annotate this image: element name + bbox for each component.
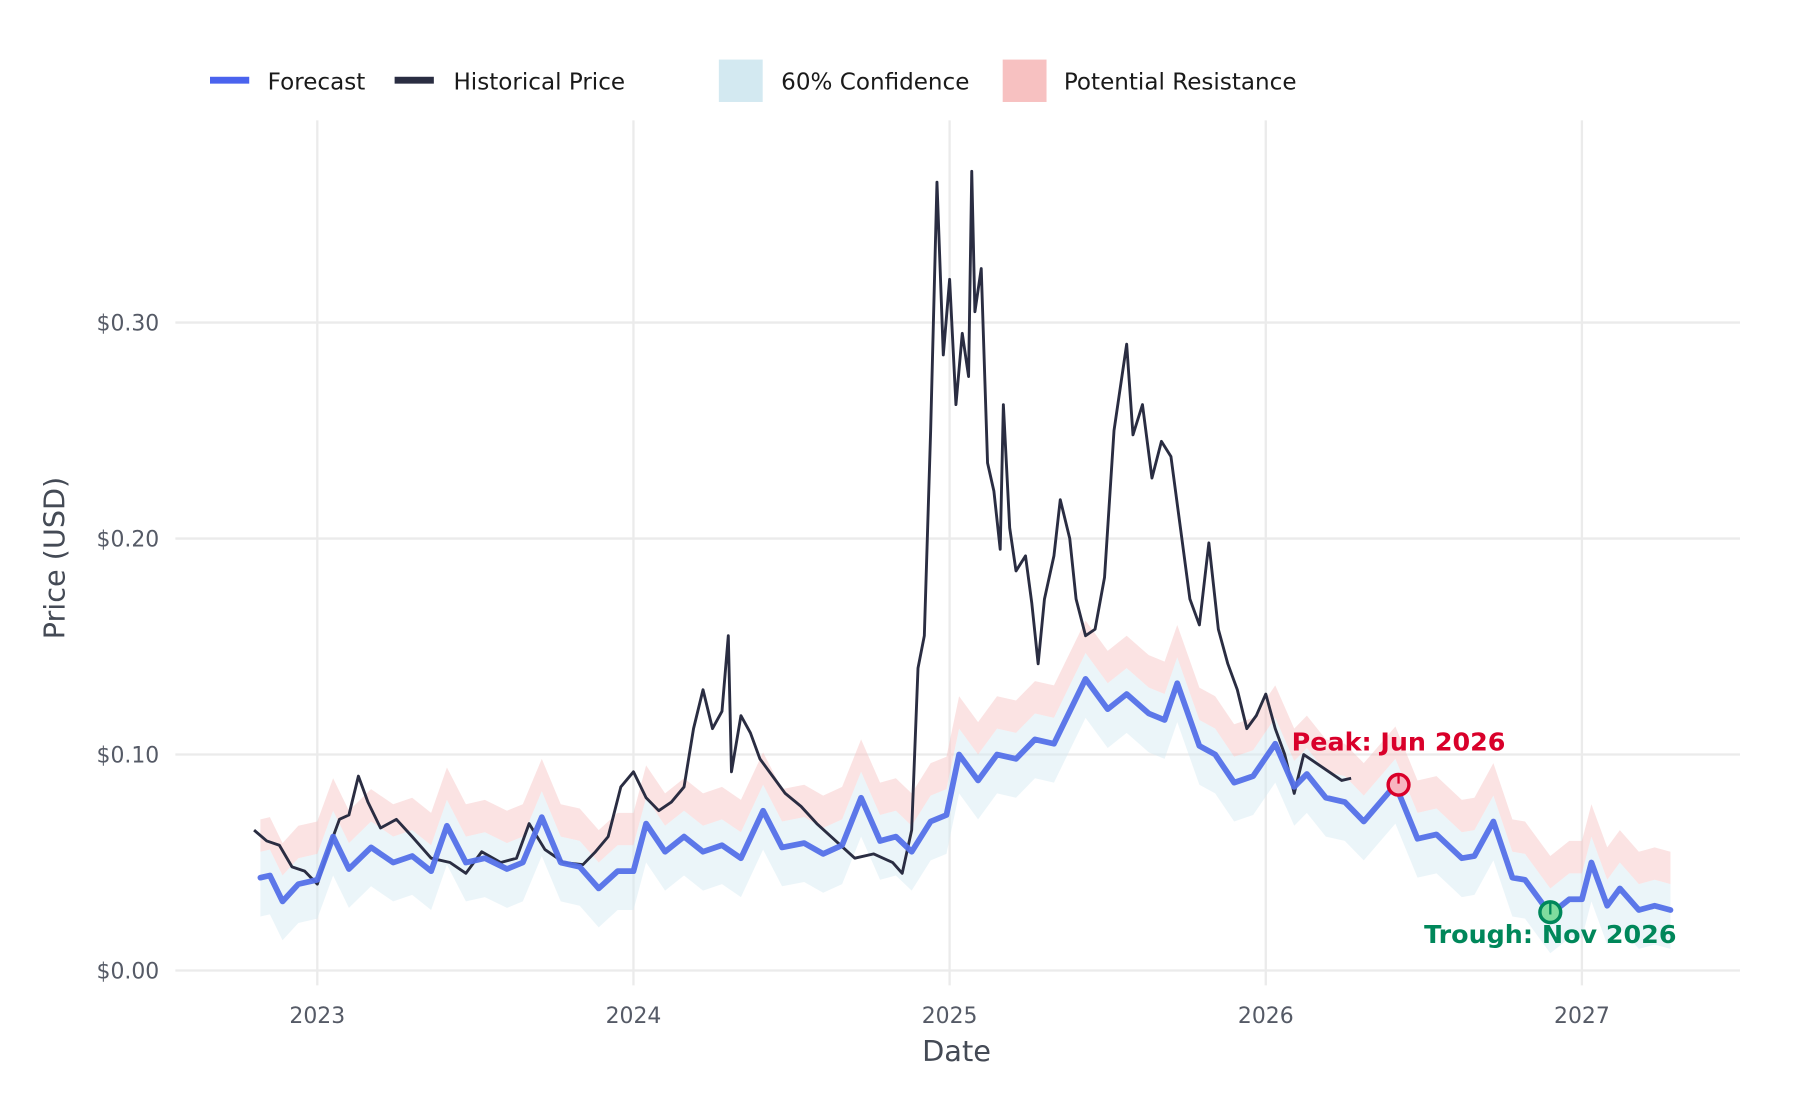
legend-swatch-resistance: [1002, 59, 1047, 102]
y-tick-label: $0.00: [97, 960, 160, 985]
peak-annotation-label: Peak: Jun 2026: [1292, 727, 1506, 756]
bands: [260, 620, 1671, 954]
x-axis-title: Date: [922, 1034, 991, 1068]
y-tick-label: $0.20: [97, 528, 160, 553]
lines: [253, 169, 1674, 918]
trough-annotation-label: Trough: Nov 2026: [1424, 920, 1676, 949]
annotations: Peak: Jun 2026 Trough: Nov 2026: [1292, 727, 1677, 949]
legend-label-resistance: Potential Resistance: [1064, 69, 1297, 95]
y-axis-title: Price (USD): [38, 477, 72, 639]
legend: Forecast Historical Price 60% Confidence…: [210, 59, 1297, 102]
y-tick-label: $0.30: [97, 312, 160, 337]
legend-label-forecast: Forecast: [268, 69, 366, 95]
historical-price-line: [253, 169, 1352, 886]
legend-label-historical: Historical Price: [453, 69, 625, 95]
ticks: 2023 2024 2025 2026 2027 $0.00 $0.10 $0.20 $0.30: [97, 312, 1610, 1030]
x-tick-label: 2023: [289, 1004, 345, 1029]
peak-marker: [1386, 772, 1411, 797]
x-tick-label: 2026: [1238, 1004, 1294, 1029]
legend-swatch-historical: [394, 76, 434, 84]
x-tick-label: 2025: [922, 1004, 978, 1029]
legend-swatch-forecast: [210, 76, 250, 84]
forecast-line: [257, 676, 1674, 918]
x-tick-label: 2024: [606, 1004, 662, 1029]
x-tick-label: 2027: [1554, 1004, 1610, 1029]
legend-label-confidence: 60% Confidence: [781, 69, 969, 95]
legend-swatch-confidence: [718, 59, 763, 102]
y-tick-label: $0.10: [97, 744, 160, 769]
